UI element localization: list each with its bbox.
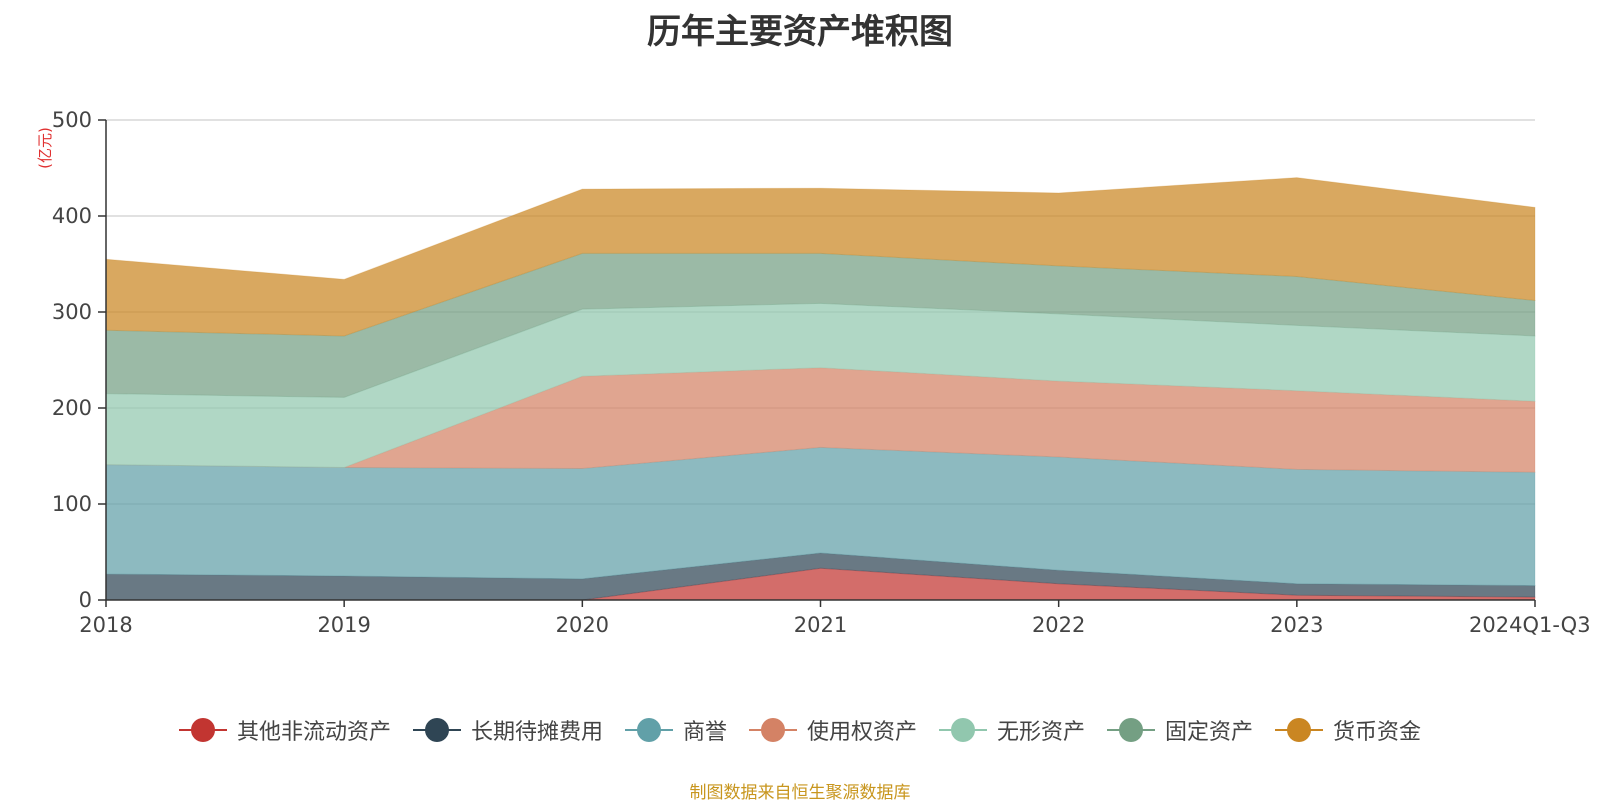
- legend-item-3[interactable]: 使用权资产: [748, 714, 917, 746]
- x-tick-label-1: 2019: [317, 613, 370, 637]
- legend-label: 固定资产: [1165, 720, 1254, 745]
- legend-item-5[interactable]: 固定资产: [1107, 714, 1253, 746]
- legend-marker-icon: [1107, 717, 1156, 743]
- area-series-3[interactable]: [105, 367, 1536, 473]
- legend-item-1[interactable]: 长期待摊费用: [412, 714, 603, 746]
- x-tick-label-4: 2022: [1032, 613, 1085, 637]
- legend-label: 使用权资产: [806, 720, 917, 745]
- area-series-2[interactable]: [105, 446, 1536, 587]
- legend-label: 其他非流动资产: [236, 720, 391, 745]
- legend-item-2[interactable]: 商誉: [624, 714, 727, 746]
- y-axis-unit-label: (亿元): [36, 127, 54, 169]
- legend-label: 无形资产: [997, 720, 1086, 745]
- x-tick-label-0: 2018: [79, 613, 132, 637]
- legend-item-0[interactable]: 其他非流动资产: [178, 714, 391, 746]
- legend-marker-icon: [178, 717, 227, 743]
- area-series-4[interactable]: [105, 302, 1536, 469]
- chart-title: 历年主要资产堆积图: [647, 12, 953, 52]
- legend-label: 货币资金: [1333, 720, 1422, 745]
- axes: 0 100 200 300 400 500 2018 2019 2020 2021 2022 2023…: [52, 108, 1591, 637]
- y-tick-label-0: 0: [79, 588, 92, 612]
- x-tick-label-6: 2024Q1-Q3: [1469, 613, 1591, 637]
- legend-item-6[interactable]: 货币资金: [1275, 714, 1421, 746]
- x-tick-label-5: 2023: [1270, 613, 1323, 637]
- y-tick-label-1: 100: [52, 492, 92, 516]
- x-tick-label-2: 2020: [556, 613, 609, 637]
- area-series-6[interactable]: [105, 177, 1536, 337]
- legend-marker-icon: [412, 717, 461, 743]
- legend-marker-icon: [939, 717, 987, 743]
- legend-marker-icon: [748, 717, 797, 743]
- legend-label: 长期待摊费用: [470, 720, 603, 745]
- legend: 其他非流动资产 长期待摊费用 商誉 使用权资产 无形资产 固定资产 货币资金: [0, 714, 1600, 746]
- data-source-note: 制图数据来自恒生聚源数据库: [689, 783, 911, 803]
- y-tick-label-3: 300: [52, 300, 92, 324]
- y-tick-label-5: 500: [52, 108, 92, 132]
- area-series-group: [105, 177, 1536, 601]
- x-tick-label-3: 2021: [794, 613, 847, 637]
- legend-label: 商誉: [682, 720, 727, 745]
- legend-marker-icon: [1275, 717, 1324, 743]
- y-tick-label-4: 400: [52, 204, 92, 228]
- y-tick-label-2: 200: [52, 396, 92, 420]
- legend-item-4[interactable]: 无形资产: [939, 714, 1085, 746]
- legend-marker-icon: [624, 717, 673, 743]
